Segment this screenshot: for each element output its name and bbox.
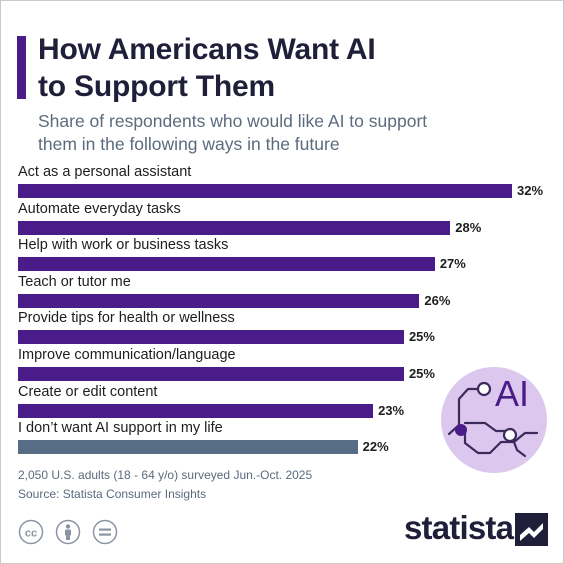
category-label: Teach or tutor me	[18, 273, 131, 290]
title-line-2: to Support Them	[38, 70, 275, 103]
bar	[18, 220, 451, 235]
chart-title: How Americans Want AI to Support Them	[38, 31, 538, 105]
title-accent-bar	[17, 36, 26, 99]
statista-logo[interactable]: statista	[404, 508, 549, 548]
subtitle-line-1: Share of respondents who would like AI t…	[38, 111, 428, 131]
bar	[18, 184, 512, 198]
license-icons: cc	[18, 519, 118, 545]
value-label: 32%	[517, 183, 544, 198]
category-label: Automate everyday tasks	[18, 200, 181, 217]
brand-name: statista	[404, 509, 514, 546]
bar	[18, 440, 358, 455]
bar	[18, 293, 420, 308]
attribution-icon[interactable]	[55, 519, 81, 545]
subtitle-line-2: them in the following ways in the future	[38, 134, 340, 154]
statista-logo-icon	[515, 513, 548, 546]
value-label: 27%	[439, 256, 466, 272]
category-label: Provide tips for health or wellness	[18, 310, 235, 327]
title-line-1: How Americans Want AI	[38, 33, 376, 66]
category-label: Act as a personal assistant	[18, 164, 192, 180]
value-label: 25%	[408, 329, 435, 345]
survey-note: 2,050 U.S. adults (18 - 64 y/o) surveyed…	[18, 468, 313, 482]
bar	[18, 367, 404, 381]
value-label: 25%	[408, 366, 435, 381]
svg-text:cc: cc	[25, 528, 37, 540]
no-derivatives-icon[interactable]	[92, 519, 118, 545]
value-label: 28%	[455, 219, 482, 235]
category-label: Improve communication/language	[18, 347, 236, 363]
value-label: 23%	[378, 402, 405, 418]
creative-commons-icon[interactable]: cc	[18, 519, 44, 545]
bar	[18, 330, 404, 345]
value-label: 26%	[424, 292, 451, 308]
category-label: I don’t want AI support in my life	[18, 420, 223, 437]
chart-subtitle: Share of respondents who would like AI t…	[38, 110, 538, 156]
source-note: Source: Statista Consumer Insights	[18, 487, 207, 501]
bar	[18, 257, 435, 272]
value-label: 22%	[362, 439, 389, 455]
ai-chip-text: AI	[495, 373, 529, 414]
bar	[18, 403, 374, 418]
ai-chip-icon: AI	[441, 367, 547, 473]
category-label: Create or edit content	[18, 383, 158, 400]
category-label: Help with work or business tasks	[18, 237, 229, 254]
